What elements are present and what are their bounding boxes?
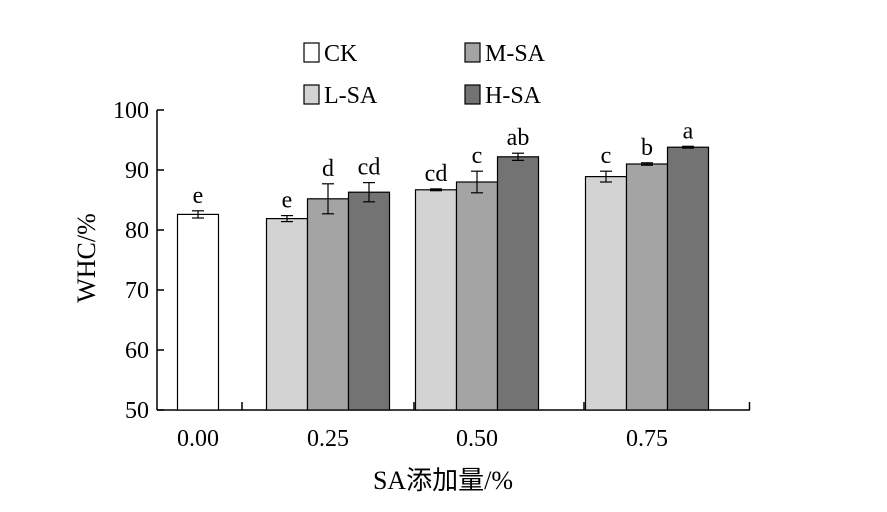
x-tick-label: 0.50 (456, 426, 498, 452)
bar-ck-0_00 (176, 213, 220, 411)
significance-label: cd (358, 155, 381, 181)
significance-label: b (641, 135, 653, 161)
bar-l-sa-0_25 (265, 218, 309, 411)
y-axis-title: WHC/% (72, 213, 101, 303)
legend-label-l-sa: L-SA (324, 83, 378, 109)
legend-swatch-ck (303, 42, 320, 63)
y-tick-label: 100 (113, 98, 149, 124)
bar-m-sa-0_25 (306, 198, 350, 411)
significance-label: c (472, 143, 483, 169)
bar-h-sa-0_25 (347, 191, 391, 411)
legend-label-m-sa: M-SA (485, 41, 546, 67)
y-tick-label: 60 (125, 338, 149, 364)
legend-label-ck: CK (324, 41, 358, 67)
legend-swatch-m-sa (464, 42, 481, 63)
y-tick-label: 90 (125, 158, 149, 184)
y-tick-label: 50 (125, 398, 149, 424)
significance-label: c (601, 143, 612, 169)
bar-m-sa-0_50 (455, 181, 499, 411)
significance-label: e (193, 183, 204, 209)
bar-l-sa-0_50 (414, 189, 458, 411)
bar-h-sa-0_50 (496, 156, 540, 411)
y-tick-label: 70 (125, 278, 149, 304)
bar-m-sa-0_75 (625, 163, 669, 411)
bar-h-sa-0_75 (666, 146, 710, 411)
x-tick-label: 0.00 (177, 426, 219, 452)
legend-swatch-l-sa (303, 84, 320, 105)
significance-label: a (683, 118, 694, 144)
x-tick-label: 0.25 (307, 426, 349, 452)
significance-label: ab (507, 125, 530, 151)
legend-label-h-sa: H-SA (485, 83, 542, 109)
legend-swatch-h-sa (464, 84, 481, 105)
significance-label: d (322, 156, 334, 182)
significance-label: e (282, 188, 293, 214)
y-tick-label: 80 (125, 218, 149, 244)
x-tick-label: 0.75 (626, 426, 668, 452)
bar-l-sa-0_75 (584, 176, 628, 411)
significance-label: cd (425, 161, 448, 187)
x-axis-title: SA添加量/% (373, 466, 513, 495)
